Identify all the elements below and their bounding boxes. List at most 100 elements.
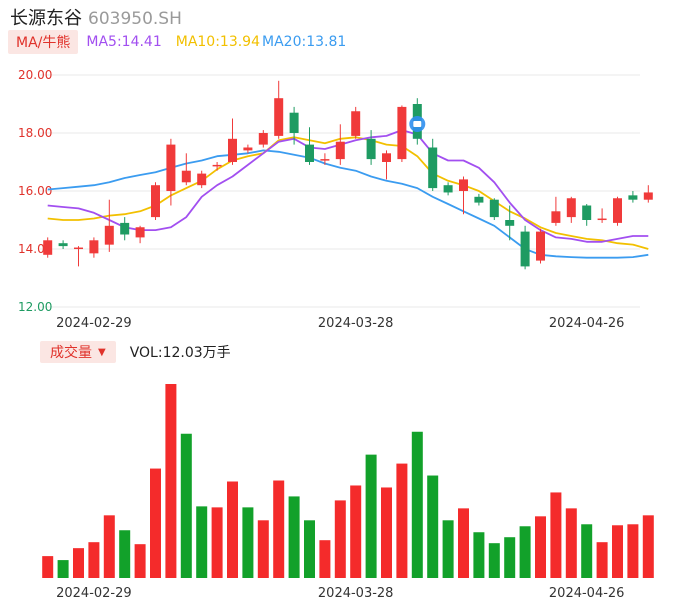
candle-body xyxy=(166,144,176,191)
candle xyxy=(505,205,515,241)
candle-body xyxy=(428,147,438,189)
candle xyxy=(212,162,222,171)
volume-bar xyxy=(396,463,408,578)
candle xyxy=(536,228,545,264)
candle-body xyxy=(443,185,453,193)
candle-body xyxy=(582,205,592,220)
candle xyxy=(351,106,361,139)
volume-bar xyxy=(150,468,161,578)
volume-bar xyxy=(227,481,238,578)
x-tick-label: 2024-02-29 xyxy=(56,316,132,331)
candle xyxy=(643,185,653,203)
candle-body xyxy=(289,112,299,133)
candle xyxy=(474,193,484,206)
candle-body xyxy=(320,159,330,161)
candle-body xyxy=(489,199,499,218)
candle xyxy=(628,191,638,203)
ma-legend: MA/牛熊 MA5:14.41 MA10:13.94 MA20:13.81 xyxy=(8,30,348,54)
candle-body xyxy=(258,133,268,145)
candle xyxy=(382,150,391,180)
candle xyxy=(397,105,407,162)
candle-body xyxy=(197,173,207,186)
volume-bar xyxy=(119,530,131,578)
volume-bar xyxy=(180,433,192,578)
caret-down-icon: ▼ xyxy=(98,346,106,358)
volume-bar xyxy=(565,508,577,578)
volume-bar xyxy=(319,540,331,578)
candle xyxy=(43,237,53,258)
candle-body xyxy=(351,111,361,136)
candle xyxy=(597,208,607,223)
candle xyxy=(366,130,376,165)
candle xyxy=(89,237,99,258)
candle-body xyxy=(243,147,253,151)
volume-bar xyxy=(519,526,531,578)
volume-bar xyxy=(165,384,177,578)
x-tick-label: 2024-02-29 xyxy=(56,586,132,601)
volume-bar xyxy=(304,520,315,578)
volume-bar xyxy=(581,524,593,578)
candle xyxy=(320,153,330,165)
candle-body xyxy=(151,185,160,218)
candle xyxy=(289,106,299,145)
candle xyxy=(551,196,561,226)
candle xyxy=(489,198,499,220)
volume-bar xyxy=(535,516,546,578)
ma10-line xyxy=(47,136,649,250)
x-tick-label: 2024-03-28 xyxy=(318,316,394,331)
candle xyxy=(428,138,438,191)
volume-bar xyxy=(257,520,269,578)
volume-bar xyxy=(73,548,84,578)
candle-body xyxy=(474,196,484,203)
candle xyxy=(120,217,130,241)
volume-bar xyxy=(458,508,469,578)
candle xyxy=(520,225,530,270)
y-tick-label: 20.00 xyxy=(18,68,52,82)
y-tick-label: 16.00 xyxy=(18,184,52,198)
y-tick-label: 18.00 xyxy=(18,126,52,140)
volume-bar xyxy=(381,487,392,578)
candle xyxy=(151,182,160,220)
x-tick-label: 2024-04-26 xyxy=(549,586,625,601)
indicator-selector-button[interactable]: MA/牛熊 xyxy=(8,30,79,54)
candle-body xyxy=(520,231,530,267)
candle-body xyxy=(89,240,99,254)
volume-bar xyxy=(88,542,100,578)
candle xyxy=(135,225,145,244)
stock-title: 长源东谷 603950.SH xyxy=(10,4,182,30)
stock-code: 603950.SH xyxy=(88,9,182,29)
candle-body xyxy=(505,220,515,226)
candle xyxy=(58,240,68,249)
candle xyxy=(335,124,345,165)
candle-body xyxy=(459,179,468,191)
candle-body xyxy=(628,195,638,200)
candle-body xyxy=(613,198,622,223)
candle xyxy=(582,204,592,226)
ma5-line xyxy=(47,129,649,243)
volume-selector-button[interactable]: 成交量 ▼ xyxy=(40,341,116,363)
volume-bar xyxy=(411,431,423,578)
volume-bar xyxy=(427,475,439,578)
x-tick-label: 2024-03-28 xyxy=(318,586,394,601)
volume-bar xyxy=(196,506,208,578)
candle-body xyxy=(212,164,222,167)
candle-body xyxy=(597,218,607,221)
volume-bar xyxy=(504,537,516,578)
candle-body xyxy=(366,138,376,160)
volume-bar xyxy=(550,492,562,578)
candle-body xyxy=(643,192,653,200)
candle-body xyxy=(566,198,576,218)
candle-body xyxy=(104,225,114,245)
volume-bar xyxy=(211,507,223,578)
marker-icon-glyph xyxy=(413,121,422,127)
candle-body xyxy=(335,141,345,160)
candle xyxy=(181,153,191,186)
volume-bar xyxy=(442,520,454,578)
candle-body xyxy=(551,211,561,223)
stock-name: 长源东谷 xyxy=(10,8,82,29)
ma10-legend: MA10:13.94 xyxy=(175,34,261,50)
volume-bar xyxy=(350,485,362,578)
candle-body xyxy=(382,153,391,162)
volume-bar xyxy=(334,500,346,578)
